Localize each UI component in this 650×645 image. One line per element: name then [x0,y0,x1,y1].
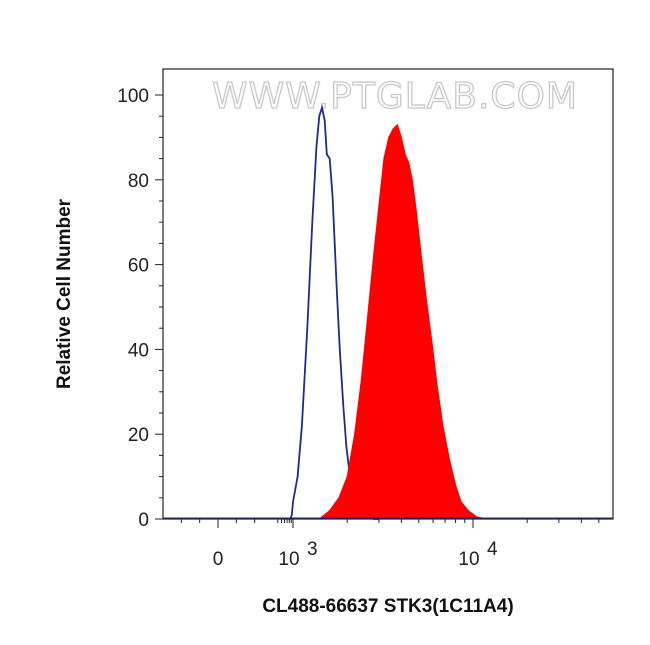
y-tick-label: 0 [138,510,149,531]
series-layer [163,104,613,520]
x-tick-exponent: 4 [487,539,498,560]
plot-frame [162,68,614,520]
y-tick-label: 80 [128,171,149,192]
y-axis: 0 20 40 60 80 100 [117,86,163,531]
y-tick-label: 20 [128,425,149,446]
x-axis-title: CL488-66637 STK3(1C11A4) [262,596,513,617]
y-tick-label: 40 [128,340,149,361]
watermark-text: WWW.PTGLAB.COM [212,76,578,117]
x-tick-label: 10 [458,549,479,570]
y-tick-label: 60 [128,256,149,277]
x-tick-exponent: 3 [307,539,318,560]
y-tick-label: 100 [117,86,149,107]
histogram-filled-series [317,123,488,520]
x-axis: 0 10 3 10 4 [180,519,600,570]
x-tick-label: 10 [278,549,299,570]
x-tick-label: 0 [213,549,224,570]
y-axis-title: Relative Cell Number [54,198,75,389]
